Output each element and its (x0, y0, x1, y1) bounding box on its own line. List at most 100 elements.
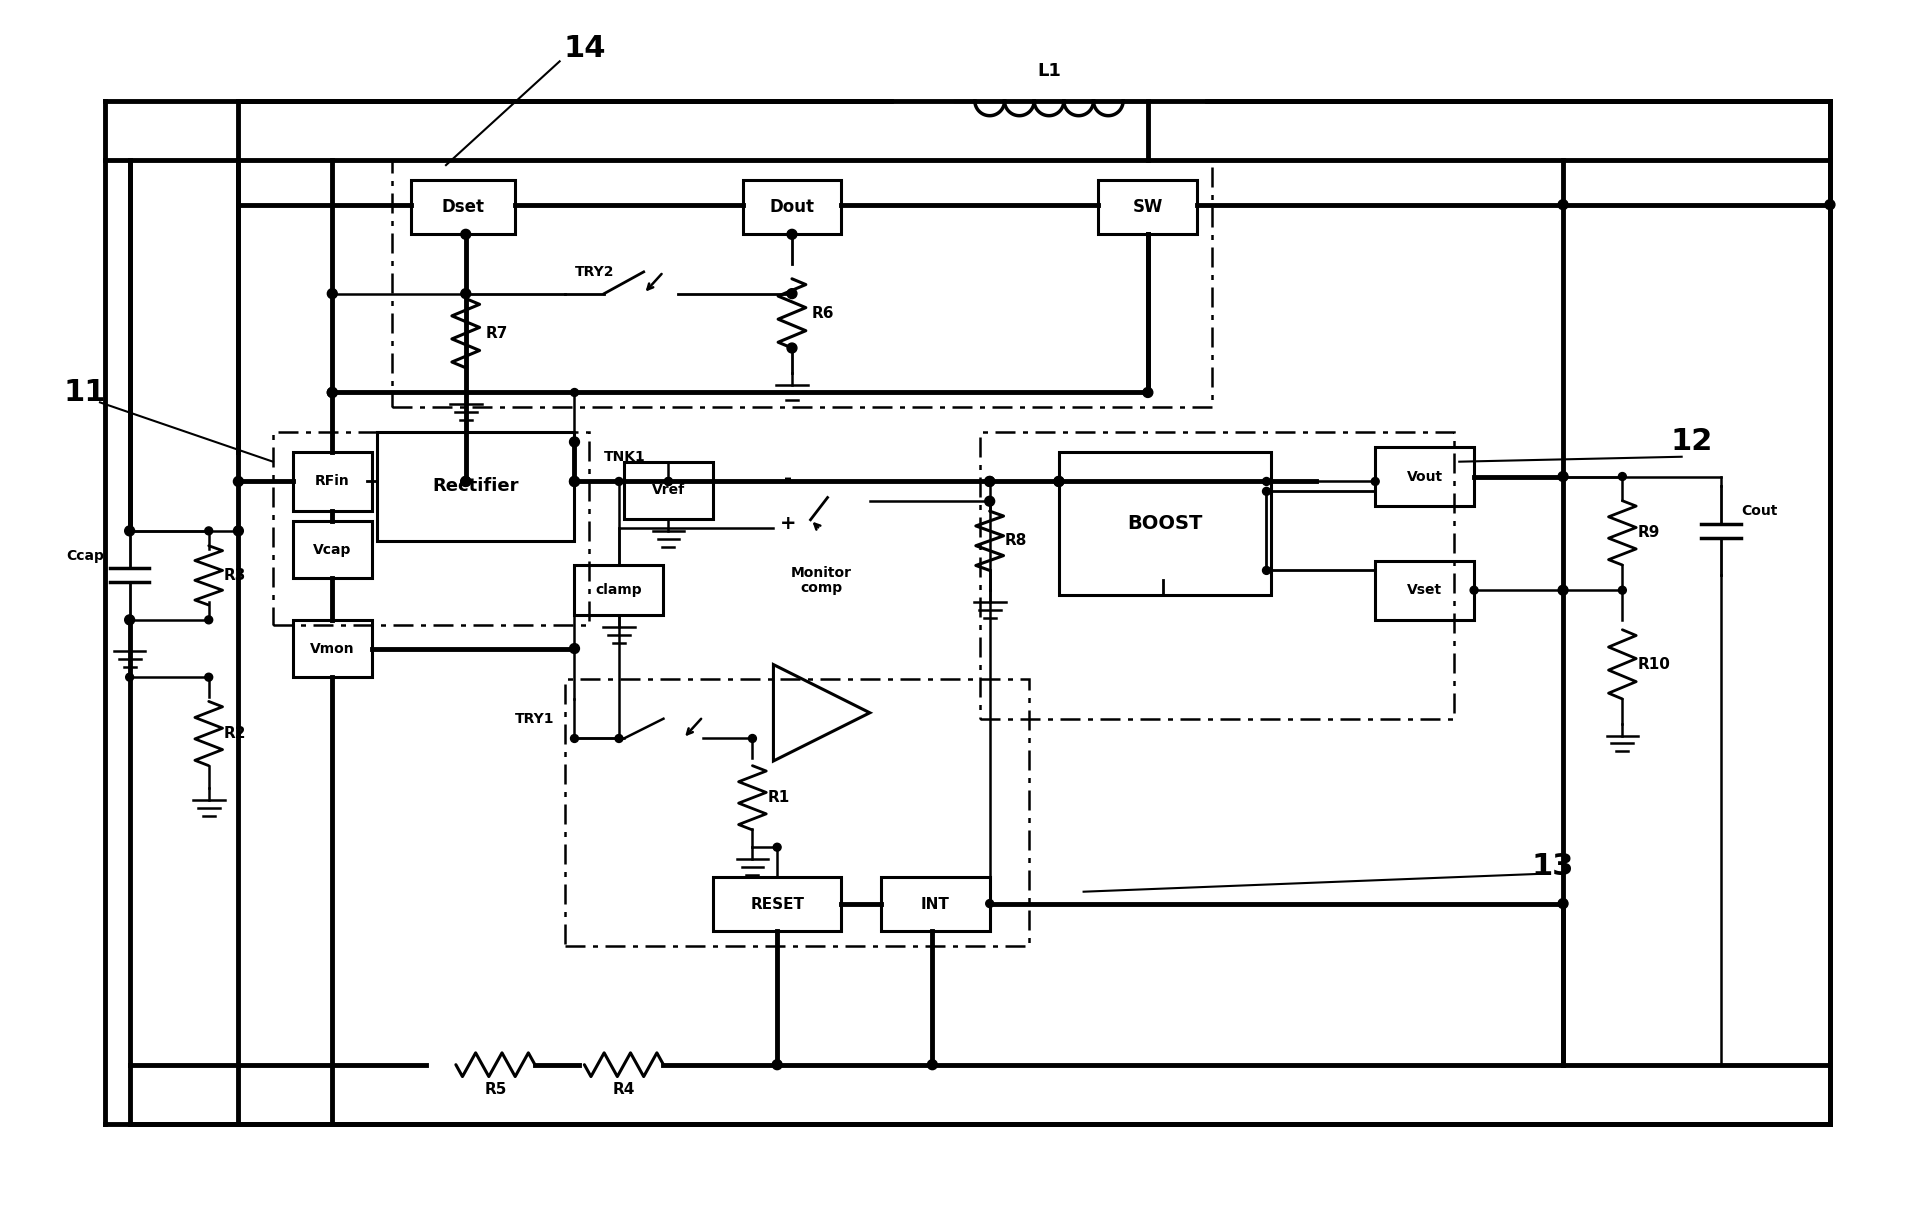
Circle shape (1371, 477, 1378, 486)
Circle shape (233, 477, 243, 487)
Text: Vout: Vout (1407, 470, 1442, 483)
Circle shape (614, 734, 624, 743)
Circle shape (1263, 567, 1270, 574)
Text: +: + (780, 514, 797, 533)
Text: 13: 13 (1532, 852, 1575, 881)
Text: R3: R3 (223, 568, 246, 583)
Text: clamp: clamp (595, 583, 643, 597)
Circle shape (664, 477, 672, 486)
Text: INT: INT (920, 897, 949, 912)
Circle shape (787, 229, 797, 239)
Circle shape (1143, 387, 1153, 397)
Circle shape (986, 477, 995, 487)
Text: Cout: Cout (1740, 504, 1777, 518)
Text: 11: 11 (64, 378, 106, 407)
Text: Ccap: Ccap (65, 549, 104, 562)
Text: 14: 14 (564, 34, 606, 63)
Circle shape (327, 289, 337, 299)
Circle shape (1619, 472, 1627, 481)
Bar (293, 452, 372, 511)
Circle shape (460, 477, 472, 487)
Bar (882, 877, 989, 931)
Bar (412, 180, 516, 234)
Circle shape (774, 844, 782, 851)
Text: Dset: Dset (441, 198, 485, 216)
Bar (1374, 561, 1475, 620)
Circle shape (1263, 477, 1270, 486)
Circle shape (125, 615, 135, 625)
Circle shape (1055, 477, 1065, 487)
Bar (1374, 447, 1475, 506)
Circle shape (986, 900, 993, 908)
Text: BOOST: BOOST (1128, 514, 1203, 533)
Circle shape (1557, 471, 1569, 482)
Circle shape (570, 437, 579, 447)
Text: R8: R8 (1005, 533, 1026, 549)
Bar (273, 432, 589, 625)
Circle shape (204, 527, 212, 535)
Text: R1: R1 (768, 790, 789, 805)
Text: Monitor: Monitor (791, 566, 853, 580)
Circle shape (787, 289, 797, 299)
Bar (391, 160, 1213, 408)
Circle shape (570, 643, 579, 653)
Circle shape (570, 477, 579, 487)
Text: Rectifier: Rectifier (433, 477, 520, 495)
Circle shape (986, 497, 995, 506)
Circle shape (570, 734, 578, 743)
Text: TNK1: TNK1 (604, 449, 647, 464)
Text: R10: R10 (1636, 657, 1671, 671)
Bar (624, 461, 712, 520)
Circle shape (664, 477, 672, 486)
Circle shape (460, 229, 472, 239)
Text: L1: L1 (1038, 62, 1061, 80)
Circle shape (125, 674, 133, 681)
Circle shape (749, 734, 757, 743)
Bar (574, 566, 664, 615)
Text: 12: 12 (1671, 427, 1713, 456)
Bar (743, 180, 841, 234)
Circle shape (787, 344, 797, 353)
Text: Vref: Vref (653, 483, 685, 498)
Bar (377, 432, 574, 540)
Text: R2: R2 (223, 726, 246, 741)
Circle shape (233, 526, 243, 535)
Text: R7: R7 (485, 325, 508, 341)
Text: Vset: Vset (1407, 583, 1442, 597)
Text: TRY1: TRY1 (516, 711, 554, 726)
Bar (1059, 452, 1270, 595)
Circle shape (204, 674, 212, 681)
Text: Dout: Dout (770, 198, 814, 216)
Text: R9: R9 (1636, 526, 1659, 540)
Text: RESET: RESET (751, 897, 805, 912)
Circle shape (1055, 477, 1065, 487)
Text: comp: comp (801, 582, 843, 595)
Circle shape (1619, 586, 1627, 594)
Circle shape (1263, 487, 1270, 495)
Circle shape (460, 477, 472, 487)
Bar (564, 679, 1030, 946)
Bar (293, 620, 372, 677)
Circle shape (986, 477, 995, 487)
Text: -: - (783, 470, 793, 488)
Circle shape (772, 1060, 782, 1070)
Circle shape (460, 289, 472, 299)
Circle shape (327, 387, 337, 397)
Text: R6: R6 (812, 306, 834, 320)
Bar (980, 432, 1453, 719)
Circle shape (1557, 200, 1569, 210)
Circle shape (204, 615, 212, 624)
Bar (1099, 180, 1197, 234)
Text: R5: R5 (485, 1082, 506, 1097)
Circle shape (614, 477, 624, 486)
Circle shape (1557, 585, 1569, 595)
Text: R4: R4 (612, 1082, 635, 1097)
Circle shape (125, 526, 135, 535)
Bar (712, 877, 841, 931)
Bar (293, 521, 372, 578)
Text: TRY2: TRY2 (574, 265, 614, 279)
Text: RFin: RFin (316, 475, 350, 488)
Text: Vcap: Vcap (314, 543, 352, 557)
Text: SW: SW (1132, 198, 1163, 216)
Circle shape (327, 387, 337, 397)
